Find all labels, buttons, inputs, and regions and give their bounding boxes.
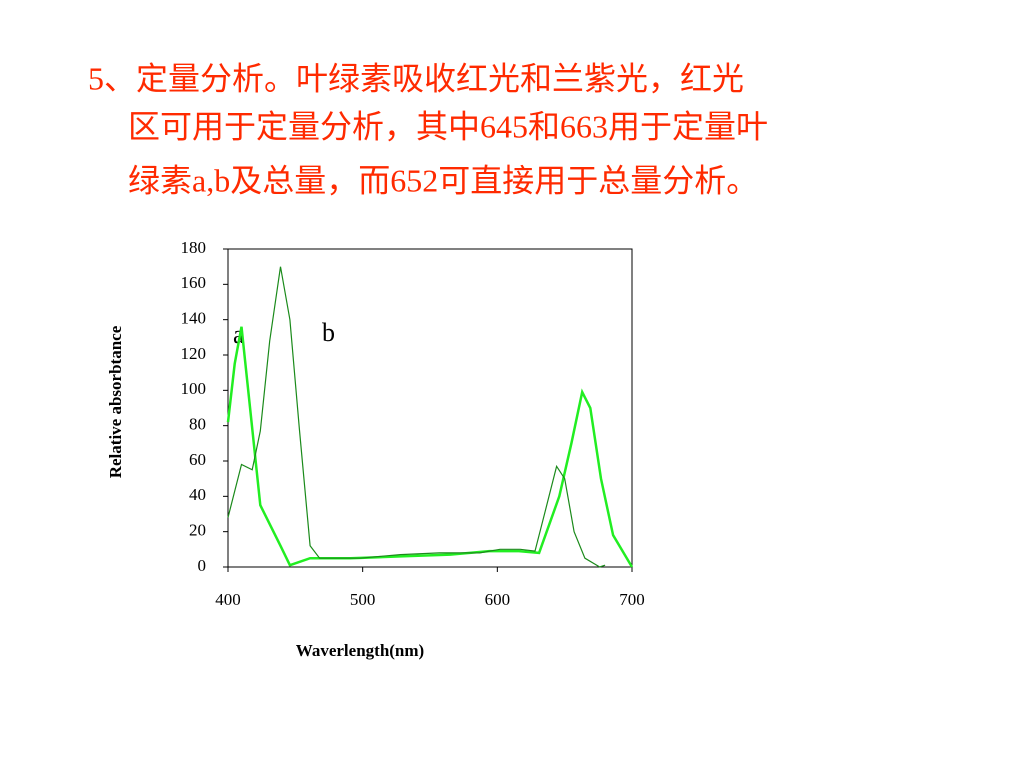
plot-frame (227, 248, 633, 568)
series-line (227, 266, 606, 568)
y-tick-label: 40 (189, 485, 206, 504)
y-tick-label: 80 (189, 415, 206, 434)
x-tick-label: 400 (215, 590, 241, 609)
x-tick-label: 500 (350, 590, 376, 609)
y-tick-label: 20 (189, 521, 206, 540)
y-axis-label: Relative absorbtance (106, 325, 125, 478)
y-tick-label: 140 (181, 309, 207, 328)
series-line (226, 326, 634, 568)
x-tick-label: 600 (485, 590, 511, 609)
y-tick-label: 180 (181, 238, 207, 257)
series-label: b (322, 318, 335, 347)
y-tick-label: 160 (181, 273, 207, 292)
y-tick-label: 0 (198, 556, 207, 575)
y-tick-label: 100 (181, 379, 207, 398)
slide-text: 区可用于定量分析，其中645和663用于定量叶 (128, 108, 768, 144)
x-axis-label: Waverlength(nm) (296, 641, 424, 660)
slide-text: 绿素a,b及总量，而652可直接用于总量分析。 (128, 162, 758, 198)
y-tick-label: 120 (181, 344, 207, 363)
x-tick-label: 700 (619, 590, 645, 609)
y-tick-label: 60 (189, 450, 206, 469)
slide-text: 5、定量分析。叶绿素吸收红光和兰紫光，红光 (88, 60, 744, 96)
